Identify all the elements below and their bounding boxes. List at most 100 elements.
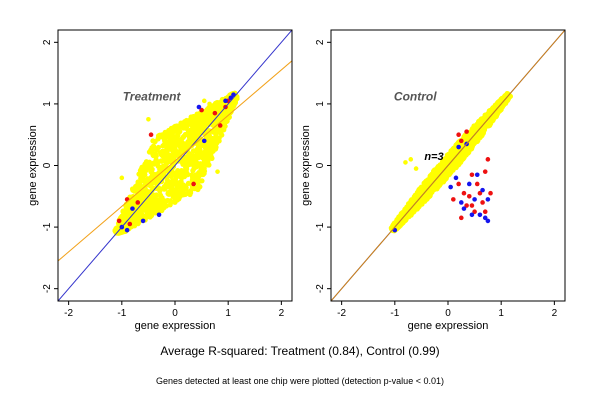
cloud-point xyxy=(489,113,496,119)
data-point xyxy=(466,181,472,187)
cloud-point xyxy=(441,157,447,163)
cloud-point xyxy=(136,181,142,187)
data-point xyxy=(482,215,488,221)
x-tick-label: 2 xyxy=(279,308,285,319)
cloud-point xyxy=(415,191,422,197)
x-axis-label: gene expression xyxy=(408,320,489,332)
cloud-point xyxy=(199,163,205,169)
cloud-point xyxy=(435,169,441,175)
x-tick-label: 0 xyxy=(172,308,178,319)
cloud-point xyxy=(191,173,197,180)
data-point xyxy=(469,172,475,178)
cloud-point xyxy=(207,105,213,111)
data-point xyxy=(215,169,220,174)
data-point xyxy=(474,172,480,178)
cloud-point xyxy=(197,126,203,132)
cloud-point xyxy=(173,176,179,182)
cloud-point xyxy=(150,138,156,144)
cloud-point xyxy=(191,165,197,172)
cloud-point xyxy=(484,123,491,129)
cloud-point xyxy=(195,155,201,161)
cloud-point xyxy=(194,151,200,157)
plot-area xyxy=(331,30,565,301)
cloud-point xyxy=(200,155,206,161)
cloud-point xyxy=(122,219,129,225)
cloud-point xyxy=(182,131,189,138)
cloud-point xyxy=(127,210,133,216)
cloud-point xyxy=(461,154,467,160)
data-point xyxy=(456,144,461,150)
data-point xyxy=(488,190,493,196)
cloud-point xyxy=(157,197,164,203)
cloud-point xyxy=(205,159,211,165)
cloud-point xyxy=(196,172,202,178)
data-point xyxy=(217,123,223,128)
plot-area xyxy=(58,30,292,301)
cloud-point xyxy=(179,187,186,194)
cloud-point xyxy=(158,152,164,158)
cloud-point xyxy=(137,218,143,224)
cloud-point xyxy=(147,214,153,220)
cloud-point xyxy=(193,127,199,133)
cloud-point xyxy=(149,170,156,177)
cloud-point xyxy=(162,186,168,192)
cloud-point xyxy=(146,161,152,167)
cloud-point xyxy=(195,145,201,151)
cloud-point xyxy=(180,140,186,147)
cloud-point xyxy=(417,198,423,204)
cloud-point xyxy=(131,188,138,194)
cloud-point xyxy=(181,160,187,166)
sample-size-annotation: n=3 xyxy=(424,151,443,163)
series-0 xyxy=(451,129,493,221)
cloud-point xyxy=(202,145,209,151)
cloud-point xyxy=(153,206,159,212)
cloud-point xyxy=(201,159,207,165)
cloud-point xyxy=(174,139,180,145)
data-point xyxy=(408,157,414,162)
y-tick-label: 1 xyxy=(42,101,53,107)
data-point xyxy=(480,200,485,205)
y-tick-label: -1 xyxy=(42,222,53,231)
data-point xyxy=(135,200,141,205)
cloud-point xyxy=(175,124,182,130)
cloud-point xyxy=(145,178,151,184)
data-point xyxy=(477,212,483,218)
cloud-point xyxy=(190,148,197,154)
cloud-point xyxy=(143,167,149,174)
cloud-point xyxy=(176,184,182,190)
cloud-point xyxy=(147,205,153,211)
cloud-point xyxy=(208,150,214,156)
cloud-point xyxy=(217,115,224,121)
cloud-point xyxy=(186,151,192,157)
cloud-point xyxy=(142,172,148,178)
data-point xyxy=(485,157,491,162)
cloud-point xyxy=(190,153,196,160)
data-point xyxy=(116,218,122,224)
cloud-point xyxy=(171,187,177,194)
cloud-point xyxy=(195,162,201,168)
cloud-point xyxy=(161,205,167,211)
y-tick-label: 0 xyxy=(42,162,53,168)
y-tick-label: 2 xyxy=(42,39,53,45)
detection-footnote: Genes detected at least one chip were pl… xyxy=(156,376,444,386)
cloud-point xyxy=(142,193,148,199)
cloud-point xyxy=(135,195,141,201)
cloud-point xyxy=(185,172,191,178)
cloud-point xyxy=(222,116,228,122)
data-point xyxy=(469,203,475,208)
cloud-point xyxy=(505,95,511,101)
cloud-point xyxy=(188,139,194,145)
cloud-point xyxy=(482,115,488,121)
cloud-point xyxy=(154,178,161,184)
cloud-point xyxy=(495,109,501,115)
y-tick-label: -1 xyxy=(315,222,326,231)
cloud-point xyxy=(183,124,189,130)
cloud-point xyxy=(183,154,190,160)
cloud-point xyxy=(473,138,479,144)
cloud-point xyxy=(172,143,178,149)
cloud-point xyxy=(165,189,172,196)
cloud-point xyxy=(155,159,161,165)
data-point xyxy=(207,101,212,107)
cloud-point xyxy=(191,185,198,191)
